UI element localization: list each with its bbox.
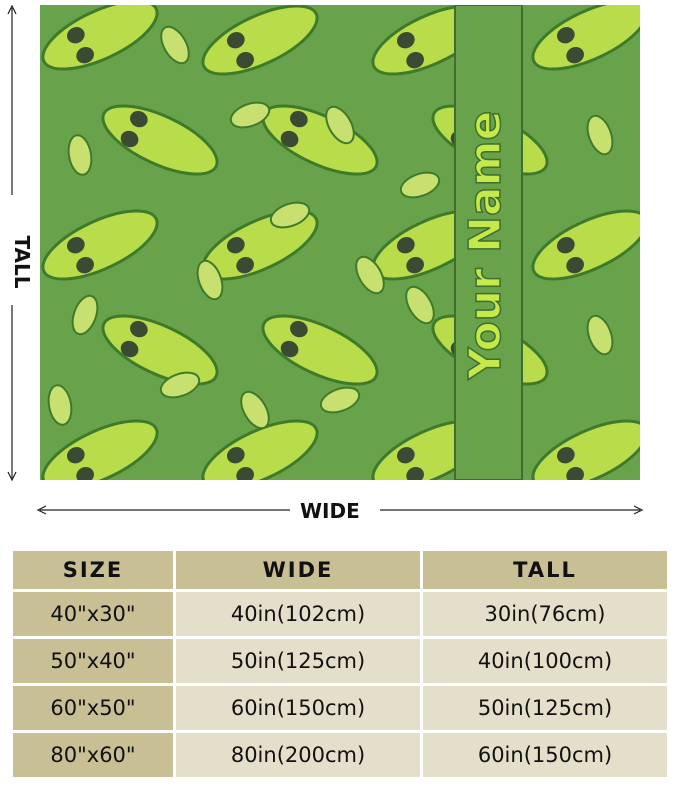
wide-cell: 50in(125cm)	[176, 639, 420, 683]
table-row: 80"x60" 80in(200cm) 60in(150cm)	[13, 733, 667, 777]
tall-cell: 30in(76cm)	[423, 592, 667, 636]
pickle	[101, 104, 219, 176]
pickle-slice	[159, 371, 201, 399]
pickle	[201, 419, 319, 480]
pickle-slice	[240, 390, 270, 430]
pickle-slice	[71, 294, 99, 336]
pickle-slice	[586, 314, 614, 356]
personalized-name-text: Your Name	[460, 111, 511, 381]
wide-cell: 60in(150cm)	[176, 686, 420, 730]
pickle	[531, 5, 640, 71]
pickle	[41, 419, 159, 480]
table-row: 60"x50" 60in(150cm) 50in(125cm)	[13, 686, 667, 730]
pickle-slice	[399, 171, 441, 199]
pickle-slice	[196, 259, 224, 301]
tall-label: TALL	[10, 235, 34, 289]
pickle-slice	[269, 201, 311, 229]
pickle	[531, 209, 640, 281]
wide-cell: 40in(102cm)	[176, 592, 420, 636]
wide-label: WIDE	[296, 499, 364, 523]
pickle	[261, 314, 379, 386]
tall-cell: 60in(150cm)	[423, 733, 667, 777]
pickle-slice	[47, 384, 73, 426]
tall-cell: 40in(100cm)	[423, 639, 667, 683]
pickle-slice	[67, 134, 93, 176]
pickle-blanket-image: Your Name	[40, 5, 640, 480]
size-cell: 50"x40"	[13, 639, 173, 683]
header-size: SIZE	[13, 551, 173, 589]
pickle-slice	[586, 114, 614, 156]
pickle-slice	[160, 25, 190, 65]
pickle	[201, 5, 319, 76]
pickle	[101, 314, 219, 386]
wide-cell: 80in(200cm)	[176, 733, 420, 777]
pickle-slice	[405, 285, 435, 325]
pickle-slice	[319, 386, 361, 414]
pickle	[201, 209, 319, 281]
tall-cell: 50in(125cm)	[423, 686, 667, 730]
size-table: SIZE WIDE TALL 40"x30" 40in(102cm) 30in(76…	[10, 548, 670, 780]
dimension-arrows	[7, 4, 644, 515]
pickle	[41, 5, 159, 71]
name-stripe	[454, 5, 523, 480]
header-tall: TALL	[423, 551, 667, 589]
size-cell: 40"x30"	[13, 592, 173, 636]
table-row: 50"x40" 50in(125cm) 40in(100cm)	[13, 639, 667, 683]
size-cell: 60"x50"	[13, 686, 173, 730]
pickle-slice	[355, 255, 385, 295]
pickle-slice	[229, 101, 271, 129]
pickle	[41, 209, 159, 281]
size-cell: 80"x60"	[13, 733, 173, 777]
header-wide: WIDE	[176, 551, 420, 589]
pickle-slice	[325, 105, 355, 145]
pickle	[531, 419, 640, 480]
table-row: 40"x30" 40in(102cm) 30in(76cm)	[13, 592, 667, 636]
